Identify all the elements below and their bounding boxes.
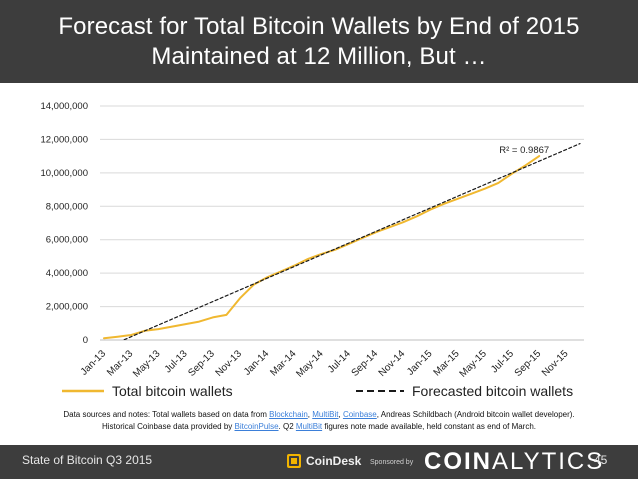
x-tick-label: Mar-13 — [105, 348, 135, 378]
coinalytics-logo: COINALYTICS — [424, 448, 604, 476]
x-tick-label: Jan-15 — [405, 348, 435, 378]
x-tick-label: Sep-14 — [350, 348, 381, 379]
coinalytics-bold: COIN — [424, 448, 492, 475]
x-tick-label: Nov-13 — [214, 348, 245, 379]
chart-area: 0 2,000,000 4,000,000 6,000,000 8,000,000 10,… — [40, 101, 584, 380]
legend: Total bitcoin wallets Forecasted bitcoin… — [0, 383, 638, 403]
x-tick-label: Nov-15 — [540, 348, 571, 379]
x-tick-label: Mar-14 — [268, 348, 298, 378]
page-title-line-2: Maintained at 12 Million, But … — [151, 42, 487, 70]
link-multibit[interactable]: MultiBit — [312, 410, 339, 419]
y-tick-label: 6,000,000 — [46, 235, 88, 246]
note-line-2: Historical Coinbase data provided by Bit… — [20, 421, 618, 433]
y-tick-label: 0 — [83, 335, 88, 346]
page-number: 45 — [594, 453, 608, 467]
link-coinbase[interactable]: Coinbase — [342, 410, 377, 419]
coindesk-icon — [287, 454, 301, 468]
x-tick-label: Jan-13 — [79, 348, 109, 378]
series-line-forecast — [122, 143, 581, 340]
data-sources-note: Data sources and notes: Total wallets ba… — [20, 409, 618, 432]
note-text: Data sources and notes: Total wallets ba… — [63, 410, 270, 419]
link-blockchain[interactable]: Blockchain — [269, 410, 308, 419]
x-tick-label: Sep-15 — [513, 348, 544, 379]
x-tick-label: Sep-13 — [186, 348, 217, 379]
link-multibit-q2[interactable]: MultiBit — [295, 421, 323, 431]
y-tick-label: 14,000,000 — [40, 101, 88, 112]
y-tick-label: 4,000,000 — [46, 268, 88, 279]
coinalytics-thin: ALYTICS — [492, 448, 605, 475]
x-tick-label: Mar-15 — [432, 348, 462, 378]
sponsored-by-label: Sponsored by — [370, 459, 414, 466]
x-tick-label: May-15 — [458, 348, 490, 380]
legend-swatch-dashed-line — [356, 390, 404, 392]
note-text: . Q2 — [278, 421, 296, 431]
y-tick-label: 10,000,000 — [40, 168, 88, 179]
note-text: figures note made available, held consta… — [322, 421, 537, 431]
y-tick-label: 12,000,000 — [40, 134, 88, 145]
coindesk-logo: CoinDesk — [287, 454, 361, 468]
note-line-1: Data sources and notes: Total wallets ba… — [20, 409, 618, 421]
x-tick-label: Nov-14 — [377, 348, 408, 379]
x-tick-label: Jan-14 — [242, 348, 272, 378]
link-bitcoinpulse[interactable]: BitcoinPulse — [234, 421, 279, 431]
legend-label-forecast: Forecasted bitcoin wallets — [412, 383, 574, 399]
x-tick-label: May-14 — [294, 348, 326, 380]
series-line-total — [103, 155, 541, 340]
footer-bar: State of Bitcoin Q3 2015 CoinDesk Sponso… — [0, 445, 638, 479]
x-tick-label: May-13 — [131, 348, 163, 380]
page-title-line-1: Forecast for Total Bitcoin Wallets by En… — [58, 12, 580, 40]
y-tick-label: 2,000,000 — [46, 302, 88, 313]
note-separator: , — [307, 410, 313, 419]
title-bar: Forecast for Total Bitcoin Wallets by En… — [0, 0, 638, 83]
note-separator: , — [338, 410, 343, 419]
footer-report-title: State of Bitcoin Q3 2015 — [22, 453, 153, 467]
note-text: Historical Coinbase data provided by — [101, 421, 235, 431]
y-tick-label: 8,000,000 — [46, 201, 88, 212]
note-text: , Andreas Schildbach (Android bitcoin wa… — [376, 410, 575, 419]
legend-item-total: Total bitcoin wallets — [62, 383, 233, 399]
legend-item-forecast: Forecasted bitcoin wallets — [356, 383, 573, 399]
coindesk-wordmark: CoinDesk — [306, 454, 362, 468]
r-squared-annotation: R² = 0.9867 — [499, 145, 549, 156]
legend-swatch-solid-line — [62, 389, 104, 393]
legend-label-total: Total bitcoin wallets — [112, 383, 233, 399]
